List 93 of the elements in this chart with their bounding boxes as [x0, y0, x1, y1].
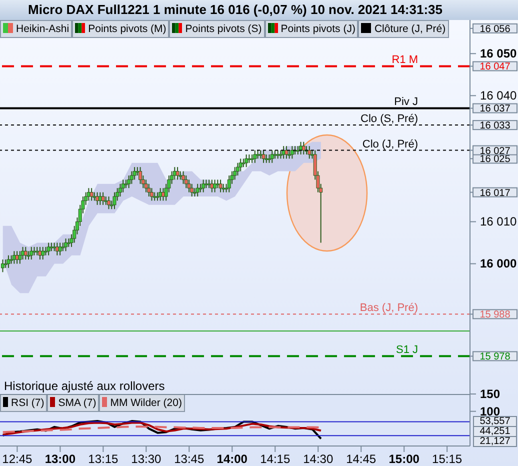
candlestick	[118, 183, 122, 197]
candlestick	[30, 246, 34, 260]
candlestick	[284, 146, 288, 160]
chart-title: Micro DAX Full1221 1 minute 16 016 (-0,07 %) 10 nov. 2021 14:31:35	[0, 0, 518, 20]
candlestick	[158, 188, 162, 202]
candlestick	[96, 192, 100, 206]
candlestick	[144, 179, 148, 193]
candlestick	[138, 166, 142, 184]
candlestick	[176, 166, 180, 180]
ref-line-label: Clo (J, Pré)	[362, 138, 418, 150]
legend-label: SMA (7)	[47, 394, 100, 412]
candlestick	[213, 179, 217, 193]
candlestick	[184, 174, 188, 189]
x-tick-label: 12:45	[2, 452, 33, 466]
x-tick-label: 15:15	[432, 452, 462, 466]
y-tick-label: 16 025	[480, 154, 511, 166]
candlestick	[244, 154, 248, 168]
candlestick	[190, 183, 194, 197]
x-tick-label: 14:00	[216, 452, 248, 466]
x-tick-label: 14:45	[346, 452, 376, 466]
y-tick-label: 16 037	[480, 104, 511, 115]
candlestick	[64, 238, 68, 252]
candlestick	[150, 188, 154, 202]
y-tick-label: 16 017	[480, 188, 511, 199]
candlestick	[182, 170, 186, 184]
candlestick	[187, 179, 191, 193]
annotation: Clôture (J, Pré)	[358, 20, 449, 38]
y-tick-label: 16 047	[480, 62, 511, 73]
candlestick	[132, 166, 136, 180]
text: 21,127	[473, 436, 517, 446]
candlestick	[236, 162, 240, 176]
candlestick	[210, 179, 214, 193]
candlestick	[15, 250, 19, 264]
legend-label: RSI (7)	[0, 394, 48, 412]
y-tick-label: 16 000	[480, 256, 518, 271]
candlestick	[202, 179, 206, 193]
y-tick-label: 15 988	[480, 310, 511, 321]
text: 44,251	[473, 426, 517, 436]
ref-line-label: Piv J	[394, 96, 418, 108]
candlestick	[290, 146, 294, 160]
candlestick	[18, 250, 22, 264]
ref-line-label: Clo (S, Pré)	[360, 113, 418, 126]
y-tick-label: 100	[480, 404, 500, 418]
candlestick	[147, 183, 151, 197]
candlestick	[58, 242, 62, 256]
candlestick	[238, 158, 242, 172]
candlestick	[308, 146, 312, 160]
x-tick-label: 14:15	[260, 452, 290, 466]
candlestick	[218, 179, 222, 193]
annotation: Points pivots (J)	[264, 20, 358, 38]
candlestick	[262, 150, 266, 164]
x-tick-label: 15:00	[388, 452, 420, 466]
candlestick	[107, 196, 111, 210]
candlestick	[41, 246, 45, 260]
y-tick-label: 16 050	[480, 46, 518, 61]
x-tick-label: 14:30	[303, 452, 334, 466]
candlestick	[253, 150, 257, 164]
x-tick-label: 13:15	[88, 452, 119, 466]
candlestick	[227, 174, 231, 193]
candlestick	[121, 179, 125, 193]
legend-label: MM Wilder (20)	[99, 394, 185, 412]
ref-line-label: Bas (J, Pré)	[360, 302, 418, 314]
x-tick-label: 13:30	[131, 452, 162, 466]
y-tick-label: 16 040	[480, 88, 518, 103]
candlestick	[6, 254, 10, 268]
legend-label: Heikin-Ashi	[0, 20, 72, 38]
candlestick	[112, 192, 116, 210]
candlestick	[0, 259, 4, 273]
candlestick	[90, 188, 94, 202]
ref-line-label: R1 M	[392, 54, 418, 66]
text: 53,557	[473, 416, 517, 426]
y-tick-label: 16 010	[480, 214, 518, 229]
x-tick-label: 13:00	[44, 452, 76, 466]
annotation: Points pivots (S)	[169, 20, 265, 38]
candlestick	[46, 242, 50, 256]
y-tick-label: 16 056	[480, 24, 511, 35]
candlestick	[101, 192, 105, 206]
y-tick-label: 15 978	[480, 352, 511, 363]
annotation: Points pivots (M)	[72, 20, 170, 38]
candlestick	[127, 174, 131, 189]
candlestick	[161, 188, 165, 202]
candlestick	[233, 166, 237, 180]
candlestick	[130, 170, 134, 184]
candlestick	[24, 246, 28, 260]
y-tick-label: 150	[480, 387, 500, 401]
x-tick-label: 13:45	[174, 452, 204, 466]
annotation: Historique ajusté aux rollovers	[4, 379, 165, 393]
line-series	[2, 420, 322, 440]
ref-line-label: S1 J	[396, 344, 418, 356]
candlestick	[302, 141, 306, 155]
candlestick	[270, 150, 274, 164]
line-series	[2, 422, 322, 436]
y-tick-label: 16 033	[480, 120, 511, 132]
